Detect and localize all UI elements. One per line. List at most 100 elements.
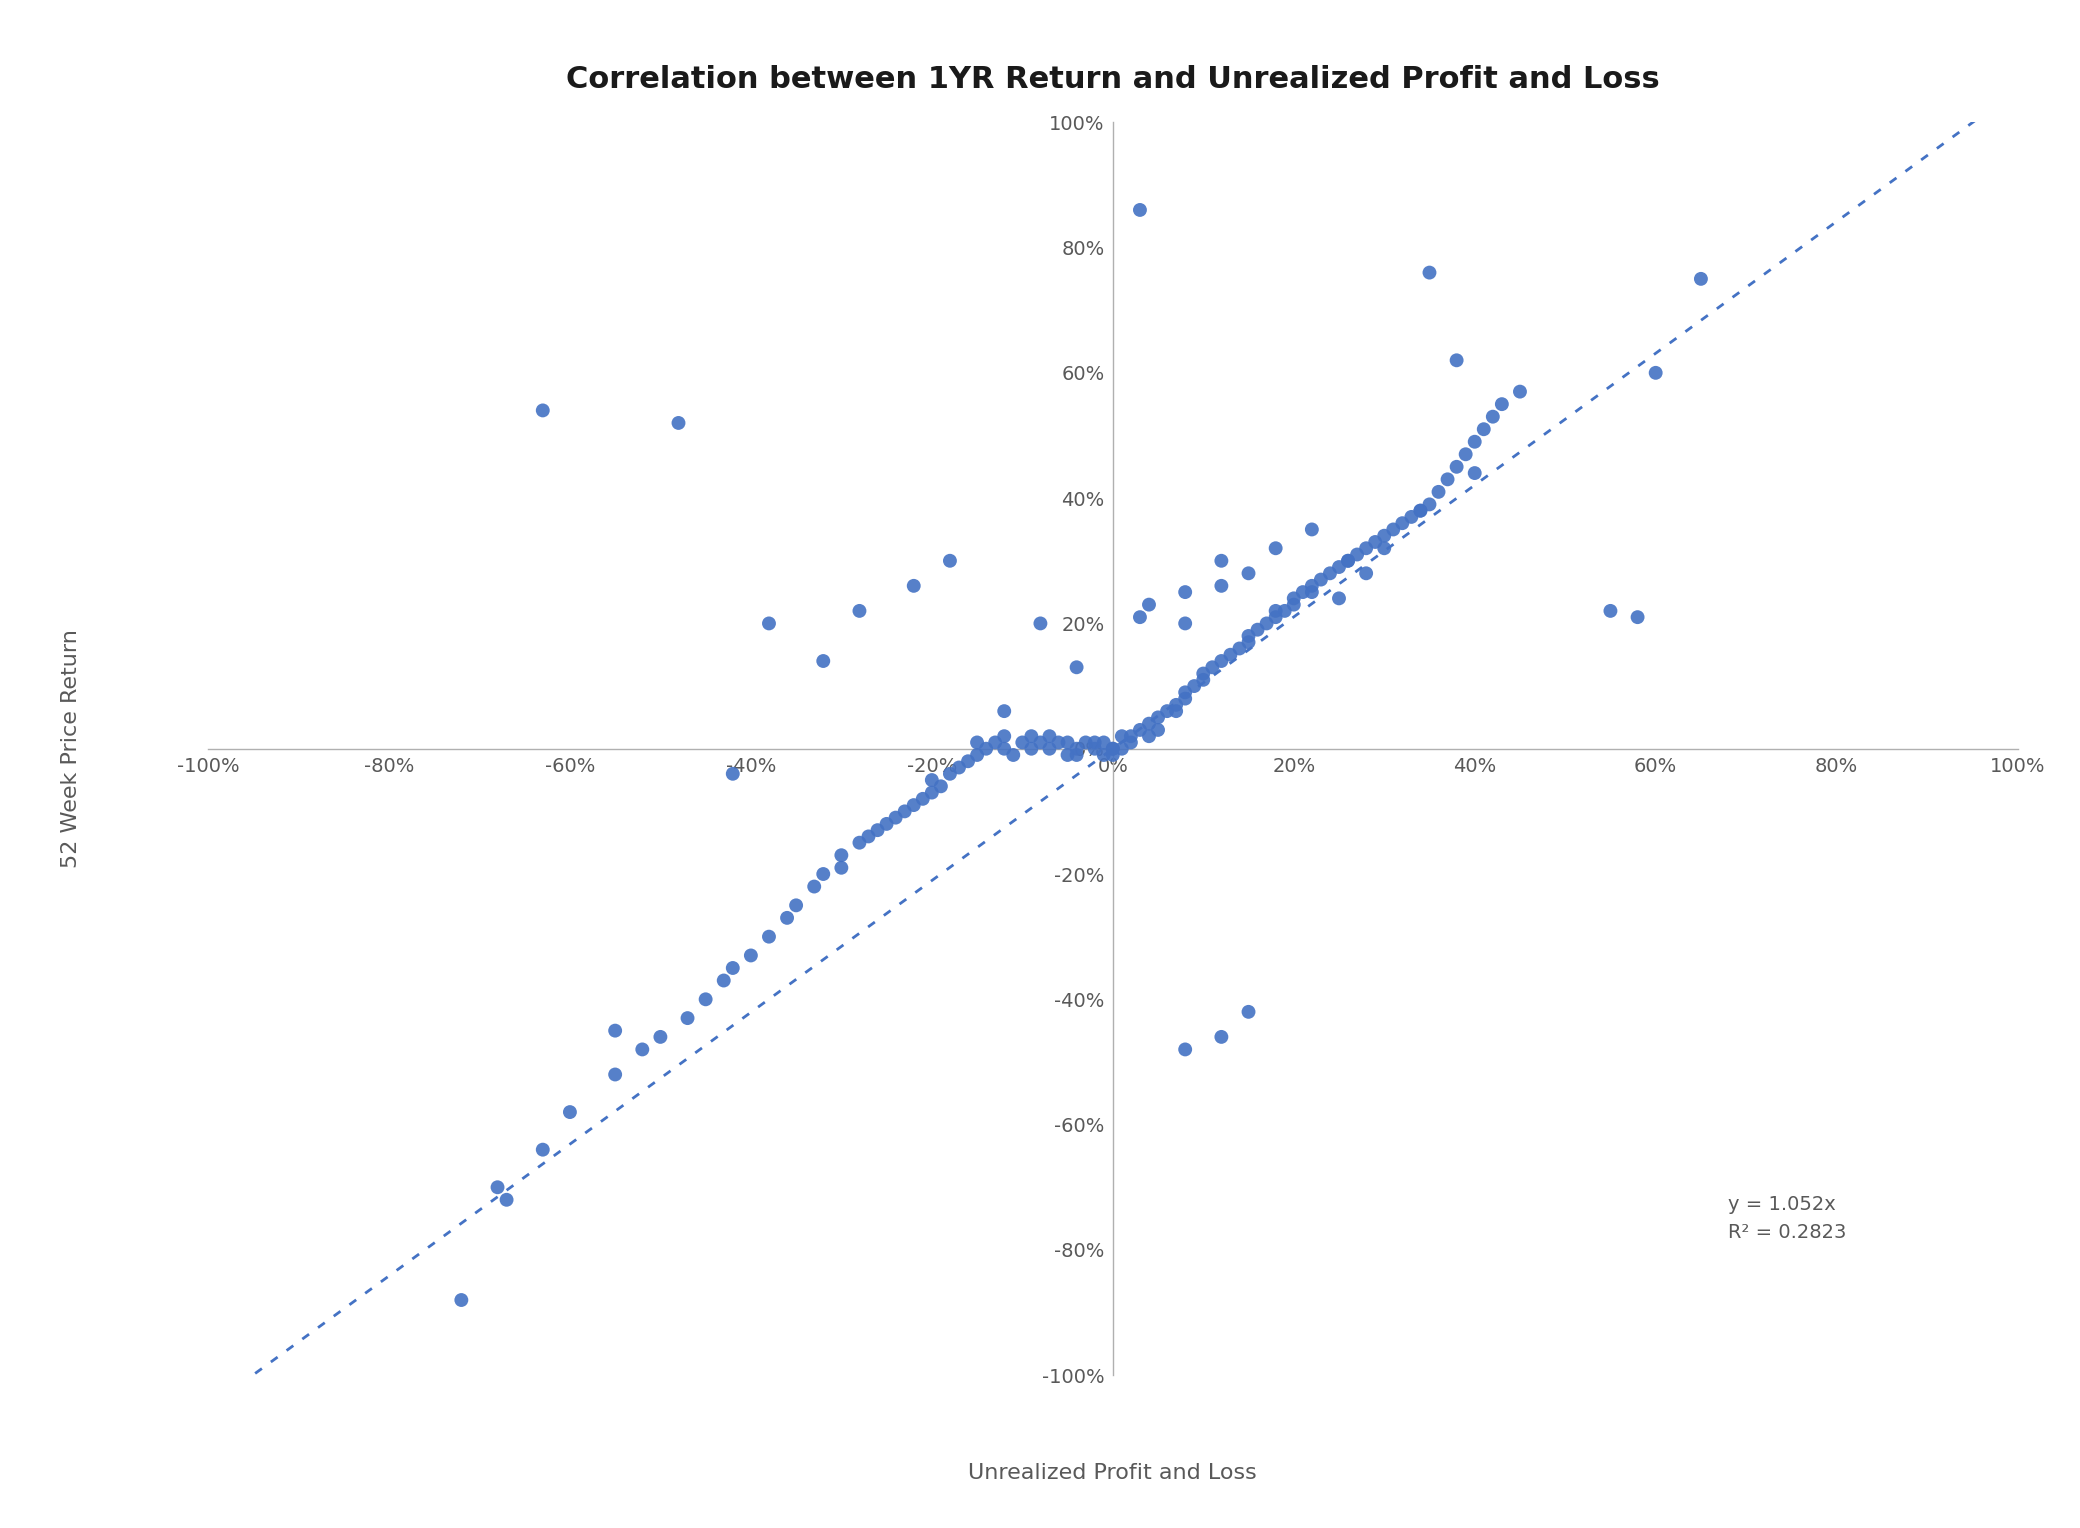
Point <box>896 793 930 817</box>
Point <box>1296 573 1329 597</box>
Point <box>915 767 948 792</box>
Point <box>1231 623 1265 648</box>
Point <box>626 1038 659 1062</box>
Point <box>1142 706 1175 730</box>
Point <box>1104 736 1138 761</box>
Point <box>942 755 976 779</box>
Point <box>1231 999 1265 1024</box>
Point <box>1142 718 1175 743</box>
Point <box>1159 698 1192 723</box>
Point <box>1061 656 1094 680</box>
Point <box>1015 724 1048 749</box>
Point <box>1069 730 1102 755</box>
Point <box>1450 442 1483 466</box>
Point <box>1023 611 1057 636</box>
Point <box>880 805 913 830</box>
Point <box>1159 692 1192 717</box>
Point <box>445 1288 478 1313</box>
Point <box>770 906 803 931</box>
Point <box>951 749 984 773</box>
Point <box>1050 730 1084 755</box>
Point <box>1685 266 1718 290</box>
Point <box>1350 536 1383 561</box>
Point <box>1323 587 1356 611</box>
Point <box>1620 605 1654 630</box>
Point <box>934 549 967 573</box>
Point <box>1412 492 1446 516</box>
Point <box>780 892 813 917</box>
Point <box>645 1025 678 1050</box>
Point <box>716 957 749 981</box>
Point <box>1458 429 1491 454</box>
Point <box>599 1062 632 1086</box>
Point <box>807 649 840 674</box>
Point <box>1223 636 1256 660</box>
Point <box>491 1187 524 1212</box>
Point <box>753 924 786 949</box>
Point <box>1123 718 1156 743</box>
Point <box>1385 510 1419 535</box>
Point <box>526 399 560 423</box>
Point <box>1042 730 1075 755</box>
Point <box>1439 348 1473 373</box>
Point <box>1088 730 1121 755</box>
Point <box>1258 605 1292 630</box>
Point <box>824 843 857 868</box>
Point <box>1204 1025 1238 1050</box>
Point <box>907 787 940 811</box>
Point <box>672 1005 705 1030</box>
Point <box>807 862 840 886</box>
Point <box>1023 730 1057 755</box>
Point <box>1296 516 1329 541</box>
Point <box>707 969 740 993</box>
Point <box>1412 260 1446 284</box>
Point <box>1169 680 1202 704</box>
Point <box>1593 599 1627 623</box>
Point <box>688 987 722 1012</box>
Point <box>1277 593 1310 617</box>
Point <box>526 1137 560 1161</box>
Point <box>1323 555 1356 579</box>
Point <box>1169 611 1202 636</box>
Point <box>1115 724 1148 749</box>
Point <box>1204 649 1238 674</box>
Point <box>716 761 749 785</box>
Point <box>1466 417 1500 442</box>
Point <box>996 743 1030 767</box>
Point <box>961 743 994 767</box>
Point <box>480 1175 514 1199</box>
Point <box>1215 642 1248 666</box>
Point <box>553 1100 587 1125</box>
Point <box>1177 674 1211 698</box>
Point <box>924 775 957 799</box>
Point <box>661 411 695 435</box>
Point <box>753 611 786 636</box>
Point <box>734 943 768 967</box>
Point <box>1132 593 1165 617</box>
Point <box>988 698 1021 723</box>
Point <box>1485 391 1518 416</box>
Point <box>1015 736 1048 761</box>
Point <box>1007 730 1040 755</box>
Point <box>1169 1038 1202 1062</box>
Point <box>1169 686 1202 711</box>
Point <box>1331 549 1364 573</box>
Point <box>1096 743 1129 767</box>
Point <box>1639 361 1672 385</box>
Point <box>797 874 830 898</box>
Text: Unrealized Profit and Loss: Unrealized Profit and Loss <box>969 1462 1256 1482</box>
Point <box>1358 530 1392 555</box>
Point <box>1186 662 1219 686</box>
Point <box>961 730 994 755</box>
Point <box>1204 573 1238 597</box>
Point <box>1285 579 1319 604</box>
Point <box>1296 579 1329 604</box>
Point <box>1034 736 1067 761</box>
Point <box>969 736 1003 761</box>
Point <box>888 799 921 824</box>
Point <box>1340 542 1373 567</box>
Point <box>1096 736 1129 761</box>
Point <box>988 724 1021 749</box>
Point <box>1061 736 1094 761</box>
Point <box>853 824 886 848</box>
